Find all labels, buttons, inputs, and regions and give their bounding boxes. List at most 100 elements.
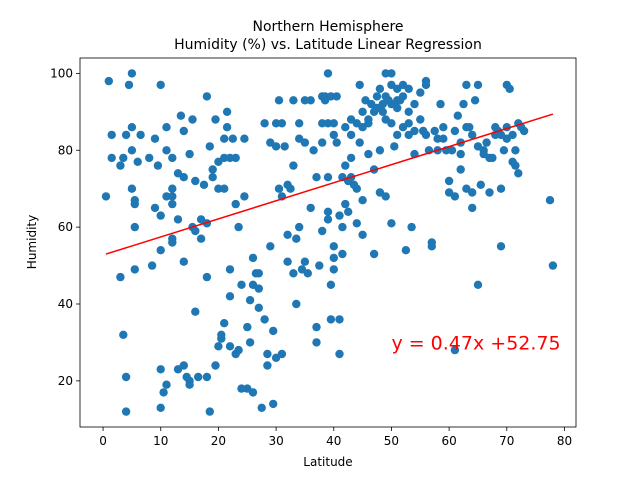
data-point <box>410 126 419 136</box>
data-point <box>147 261 157 270</box>
data-point <box>375 146 385 155</box>
data-point <box>145 153 154 163</box>
data-point <box>225 265 235 274</box>
data-point <box>514 169 523 178</box>
data-point <box>381 192 390 201</box>
data-point <box>156 211 165 220</box>
data-point <box>211 115 220 124</box>
data-point <box>404 107 413 117</box>
data-point <box>358 107 367 117</box>
data-point <box>421 130 431 140</box>
data-point <box>387 219 396 228</box>
data-point <box>156 365 165 374</box>
data-point <box>269 326 278 336</box>
data-point <box>300 257 310 266</box>
data-point <box>456 165 465 174</box>
data-point <box>306 96 315 105</box>
data-point <box>245 338 255 347</box>
data-point <box>312 173 321 182</box>
data-point <box>205 142 214 151</box>
data-point <box>191 307 200 316</box>
data-point <box>416 115 425 124</box>
data-point <box>355 138 364 147</box>
data-point <box>450 126 460 136</box>
data-point <box>485 188 494 197</box>
data-point <box>303 269 312 278</box>
data-point <box>344 207 353 216</box>
data-point <box>329 242 338 251</box>
data-point <box>162 146 171 155</box>
data-point <box>130 265 139 274</box>
data-point <box>488 153 497 163</box>
data-point <box>358 230 367 239</box>
data-point <box>156 246 165 255</box>
data-point <box>318 119 327 128</box>
y-tick-label: 20 <box>58 374 73 388</box>
data-point <box>329 119 338 128</box>
data-point <box>168 238 177 247</box>
data-point <box>220 184 229 193</box>
data-point <box>240 134 249 143</box>
data-point <box>312 338 321 347</box>
data-point <box>156 403 165 412</box>
data-point <box>191 176 200 186</box>
data-point <box>263 349 272 359</box>
data-point <box>439 134 448 143</box>
data-point <box>286 184 295 193</box>
data-point <box>364 119 373 128</box>
data-point <box>208 173 217 182</box>
data-point <box>260 315 269 324</box>
data-point <box>121 372 131 382</box>
data-point <box>450 192 460 201</box>
data-point <box>119 153 128 163</box>
y-axis-label: Humidity <box>25 215 39 269</box>
x-tick-label: 40 <box>326 434 341 448</box>
data-point <box>202 272 212 282</box>
data-point <box>289 269 298 278</box>
x-tick-label: 60 <box>441 434 456 448</box>
data-point <box>427 242 436 251</box>
x-axis: 0 10 20 30 40 50 60 70 80 <box>99 427 572 448</box>
data-point <box>329 130 338 140</box>
data-point <box>470 96 480 105</box>
data-point <box>234 345 243 355</box>
data-point <box>271 142 281 151</box>
data-point <box>318 226 327 236</box>
data-point <box>150 134 160 143</box>
data-point <box>179 173 188 182</box>
data-point <box>277 349 287 359</box>
data-point <box>329 253 338 263</box>
data-point <box>121 130 131 140</box>
data-point <box>323 207 333 216</box>
x-tick-label: 80 <box>557 434 572 448</box>
x-tick-label: 30 <box>268 434 283 448</box>
data-point <box>194 372 203 382</box>
data-point <box>465 123 474 132</box>
data-point <box>243 322 252 332</box>
data-point <box>341 123 350 132</box>
data-point <box>473 280 483 289</box>
x-axis-label: Latitude <box>303 455 352 469</box>
data-point <box>225 342 235 351</box>
y-tick-label: 100 <box>50 66 73 80</box>
data-point <box>462 80 471 90</box>
data-point <box>323 119 333 128</box>
regression-equation: y = 0.47x +52.75 <box>391 332 560 354</box>
data-point <box>335 349 344 359</box>
data-point <box>338 222 347 232</box>
data-point <box>459 99 468 109</box>
data-point <box>283 230 292 239</box>
data-point <box>225 292 235 301</box>
data-point <box>315 261 324 270</box>
data-point <box>410 99 419 109</box>
data-point <box>283 257 292 266</box>
data-point <box>168 184 177 193</box>
data-point <box>289 96 298 105</box>
data-point <box>202 372 212 382</box>
data-point <box>341 161 350 170</box>
data-point <box>436 99 445 109</box>
data-point <box>496 184 506 193</box>
data-point <box>404 119 413 128</box>
data-point <box>191 226 200 236</box>
data-point <box>214 342 223 351</box>
